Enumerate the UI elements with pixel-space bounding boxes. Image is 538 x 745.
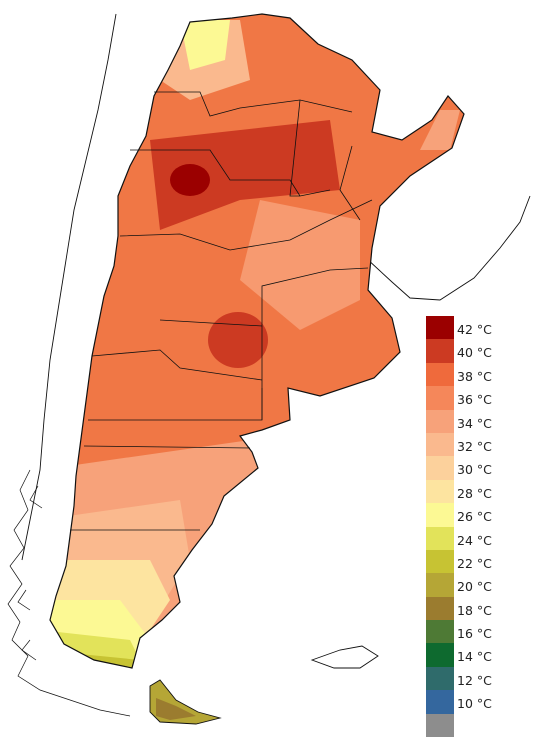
malvinas-islands bbox=[310, 645, 379, 669]
temperature-legend: 42 °C 40 °C 38 °C 36 °C 34 °C 32 °C 30 °C 28 °C … bbox=[426, 316, 536, 738]
legend-swatch-10 bbox=[426, 690, 454, 714]
legend-row: 22 °C bbox=[426, 549, 536, 574]
legend-row: 36 °C bbox=[426, 386, 536, 410]
tierra-del-fuego bbox=[149, 679, 222, 725]
legend-row: 40 °C bbox=[426, 339, 536, 363]
legend-row: 26 °C bbox=[426, 503, 536, 527]
legend-row: 16 °C bbox=[426, 620, 536, 644]
legend-label: 42 °C bbox=[457, 322, 492, 337]
legend-swatch-38 bbox=[426, 362, 454, 387]
legend-label: 40 °C bbox=[457, 345, 492, 361]
legend-label: 30 °C bbox=[457, 462, 492, 478]
legend-swatch-22 bbox=[426, 549, 454, 574]
legend-swatch-18 bbox=[426, 596, 454, 621]
legend-row: 30 °C bbox=[426, 456, 536, 480]
legend-label: 38 °C bbox=[457, 368, 492, 384]
legend-label: 12 °C bbox=[457, 672, 492, 688]
legend-swatch-20 bbox=[426, 573, 454, 597]
legend-row: 42 °C bbox=[426, 316, 536, 340]
legend-label: 16 °C bbox=[457, 626, 492, 642]
province-borders bbox=[70, 91, 373, 531]
legend-label: 24 °C bbox=[457, 532, 492, 548]
legend-label: 32 °C bbox=[457, 438, 492, 454]
legend-swatch-30 bbox=[426, 456, 454, 480]
legend-row: 28 °C bbox=[426, 479, 536, 504]
legend-swatch-40 bbox=[426, 339, 454, 363]
legend-row: 34 °C bbox=[426, 409, 536, 433]
legend-label: 22 °C bbox=[457, 555, 492, 571]
legend-swatch-below bbox=[426, 713, 454, 738]
neighbour-borders bbox=[21, 13, 531, 561]
legend-label: 28 °C bbox=[457, 485, 492, 501]
legend-label: 20 °C bbox=[457, 579, 492, 595]
legend-row: 24 °C bbox=[426, 526, 536, 550]
legend-label: 36 °C bbox=[457, 392, 492, 408]
legend-row: 14 °C bbox=[426, 643, 536, 667]
legend-label: 18 °C bbox=[457, 602, 492, 618]
legend-label: 14 °C bbox=[457, 649, 492, 665]
legend-swatch-32 bbox=[426, 432, 454, 457]
legend-swatch-42 bbox=[426, 316, 454, 340]
legend-row: 32 °C bbox=[426, 432, 536, 457]
legend-label: 34 °C bbox=[457, 415, 492, 431]
legend-swatch-12 bbox=[426, 666, 454, 691]
legend-row: 20 °C bbox=[426, 573, 536, 597]
legend-swatch-24 bbox=[426, 526, 454, 550]
legend-row: 18 °C bbox=[426, 596, 536, 621]
legend-row: 10 °C bbox=[426, 690, 536, 714]
legend-swatch-26 bbox=[426, 503, 454, 527]
legend-label: 26 °C bbox=[457, 509, 492, 525]
legend-swatch-16 bbox=[426, 620, 454, 644]
legend-row: 38 °C bbox=[426, 362, 536, 387]
legend-swatch-36 bbox=[426, 386, 454, 410]
legend-label: 10 °C bbox=[457, 696, 492, 712]
legend-row bbox=[426, 713, 536, 738]
legend-swatch-34 bbox=[426, 409, 454, 433]
legend-swatch-14 bbox=[426, 643, 454, 667]
legend-swatch-28 bbox=[426, 479, 454, 504]
chile-coast-islands bbox=[7, 469, 131, 717]
legend-row: 12 °C bbox=[426, 666, 536, 691]
